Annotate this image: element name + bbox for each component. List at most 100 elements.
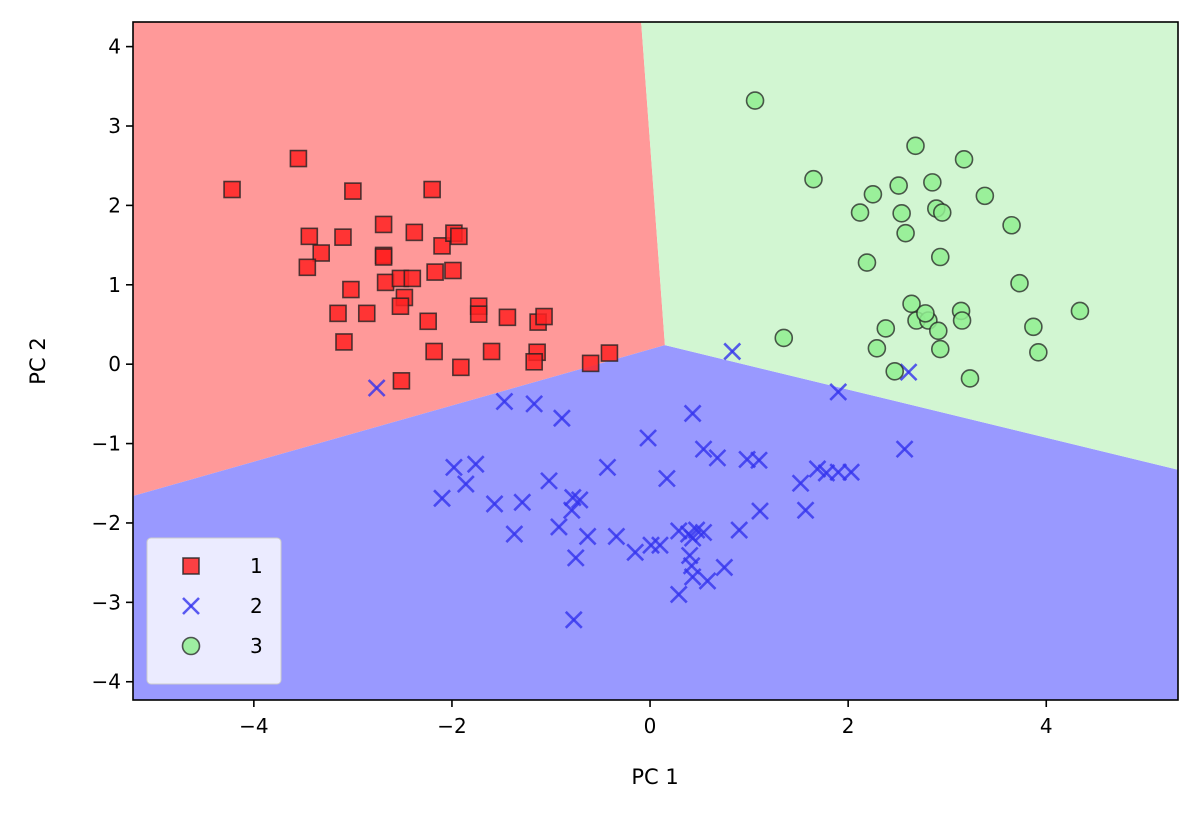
point-class-1 [374,215,393,234]
point-class-3 [902,294,921,314]
point-class-3 [928,321,948,341]
point-class-3 [804,169,823,189]
point-class-2 [829,463,848,482]
x-tick-label: 0 [644,714,657,738]
point-class-2 [445,458,463,477]
point-class-3 [867,338,887,358]
point-class-3 [857,253,877,272]
point-class-1 [426,263,444,281]
legend-entry-2: 2 [182,594,263,618]
point-class-2 [598,458,617,477]
point-class-3 [916,304,935,323]
point-class-2 [730,521,749,540]
point-class-1 [342,280,360,299]
point-class-2 [552,409,571,428]
point-class-2 [495,392,514,411]
legend-label: 1 [250,554,263,578]
x-tick-label: −4 [239,714,268,738]
point-class-3 [774,328,794,348]
point-class-2 [578,527,597,546]
point-class-3 [952,311,972,330]
point-class-1 [405,223,424,242]
point-class-2 [367,379,386,397]
point-class-3 [954,150,974,169]
x-tick-label: −2 [437,714,466,738]
legend-entry-1: 1 [182,554,263,578]
legend: 1 2 3 [146,537,282,685]
point-class-2 [562,501,581,520]
y-tick-label: −3 [92,590,121,614]
legend-entry-3: 3 [181,634,263,658]
point-class-3 [896,223,915,243]
point-class-2 [657,469,676,488]
point-class-2 [842,463,861,482]
x-tick-label: 2 [842,714,855,738]
point-class-2 [639,429,657,447]
y-tick-label: 1 [108,273,121,297]
point-class-1 [298,258,317,277]
point-class-2 [607,527,626,546]
point-class-2 [829,383,848,401]
point-class-2 [485,494,504,513]
y-tick-label: −1 [92,432,121,456]
point-class-2 [669,521,688,540]
point-class-1 [335,333,353,351]
y-tick-label: 2 [108,193,121,217]
point-class-2 [513,493,532,512]
data-points [223,91,1090,629]
point-class-2 [433,489,451,508]
point-class-1 [425,342,443,361]
point-class-1 [312,244,330,262]
point-class-2 [694,523,713,542]
legend-marker-x [182,597,200,615]
plot-frame [132,21,1179,701]
point-class-1 [392,372,411,390]
point-class-1 [376,273,395,292]
decision-regions [133,22,1178,700]
point-class-2 [669,585,688,604]
point-class-2 [895,440,914,459]
y-axis: −4 −3 −2 −1 0 1 2 3 4 [92,35,133,694]
point-class-1 [403,269,422,288]
point-class-2 [899,363,918,382]
point-class-2 [525,394,544,413]
point-class-3 [745,91,765,110]
point-class-2 [550,518,568,536]
point-class-1 [498,308,517,327]
point-class-3 [930,339,950,359]
point-class-1 [223,180,241,199]
point-class-3 [932,203,952,222]
point-class-1 [289,149,308,168]
point-class-2 [651,536,669,555]
point-class-3 [876,319,896,338]
point-class-3 [1029,342,1048,362]
legend-label: 3 [250,634,263,658]
point-class-2 [708,448,727,467]
point-class-2 [570,491,589,509]
legend-marker-square [182,557,200,575]
point-class-3 [930,247,950,267]
x-tick-label: 4 [1040,714,1053,738]
point-class-1 [452,358,470,377]
point-class-2 [566,548,585,567]
decision-region-1 [133,22,665,496]
point-class-2 [750,451,768,470]
point-class-1 [374,248,393,266]
point-class-3 [1002,215,1021,235]
point-class-2 [715,558,734,577]
point-class-2 [626,543,645,562]
point-class-2 [698,571,717,590]
point-class-3 [863,184,883,204]
y-tick-label: −2 [92,511,121,535]
point-class-3 [923,173,942,192]
point-class-1 [344,182,362,200]
point-class-3 [1010,273,1029,293]
point-class-3 [885,362,905,381]
point-class-1 [391,297,410,316]
point-class-1 [525,352,543,371]
x-axis: −4 −2 0 2 4 [239,700,1053,738]
legend-box [146,537,282,685]
point-class-3 [906,136,925,156]
point-class-2 [564,610,583,629]
